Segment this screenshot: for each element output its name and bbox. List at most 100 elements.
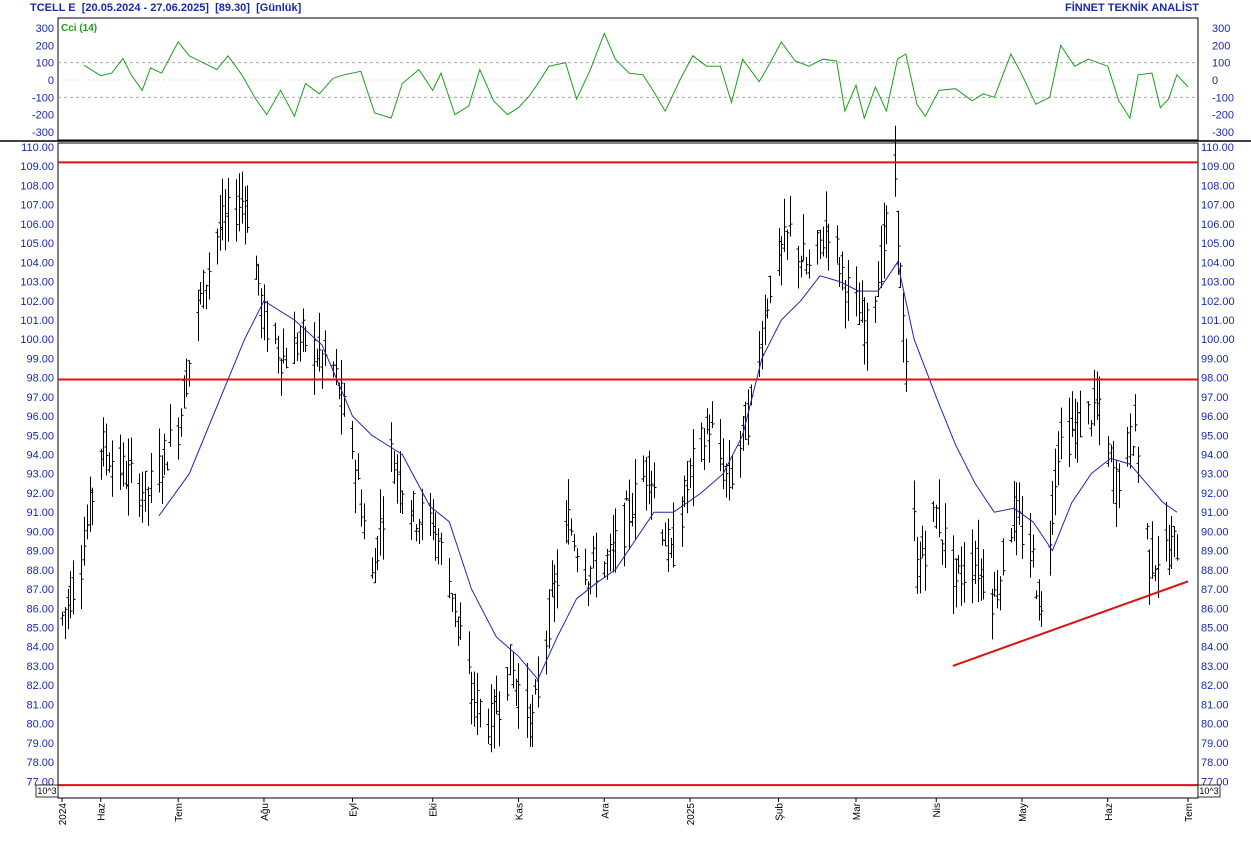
price-tick-label: 102.00: [1201, 296, 1235, 308]
price-tick-label: 87.00: [26, 584, 54, 596]
price-tick-label: 106.00: [1201, 219, 1235, 231]
ohlc-bar: [1001, 538, 1006, 576]
date-axis: 2024 Haz Tem Ağu Eyl Eki Kas Ara 2025 Şub Mar Nis Ma…: [58, 798, 1195, 825]
price-tick-label: 105.00: [20, 238, 54, 250]
price-tick-label: 88.00: [26, 565, 54, 577]
ohlc-bar: [785, 229, 790, 261]
ohlc-bar: [262, 284, 267, 341]
ohlc-bar: [608, 533, 613, 572]
ohlc-bar: [88, 476, 93, 532]
ohlc-bar: [370, 557, 375, 579]
ohlc-bar: [1020, 496, 1025, 559]
price-tick-label: 78.00: [26, 757, 54, 769]
ohlc-bar: [912, 480, 917, 542]
ohlc-bar: [633, 459, 638, 540]
ohlc-bar: [1073, 398, 1078, 459]
support-trendline: [952, 580, 1189, 667]
ohlc-bar: [184, 358, 189, 398]
price-tick-label: 97.00: [1201, 392, 1229, 404]
ohlc-bar: [126, 438, 131, 516]
ohlc-bar: [201, 269, 206, 309]
price-tick-label: 97.00: [26, 392, 54, 404]
date-label: May: [1018, 803, 1029, 822]
ohlc-bar: [320, 349, 325, 389]
price-tick-label: 103.00: [20, 277, 54, 289]
price-tick-label: 107.00: [1201, 200, 1235, 212]
ohlc-bar: [884, 205, 889, 245]
ohlc-bar: [821, 226, 826, 257]
ohlc-bar: [685, 461, 690, 514]
ohlc-bar: [854, 266, 859, 317]
ohlc-bar: [1086, 401, 1091, 425]
last-price: [89.30]: [215, 2, 250, 14]
ohlc-bar: [566, 479, 571, 545]
ohlc-bar: [342, 383, 347, 417]
ohlc-bar: [788, 195, 793, 237]
ohlc-bar: [514, 678, 519, 706]
ohlc-bar: [1075, 402, 1080, 463]
ohlc-bar: [724, 463, 729, 498]
ohlc-bar: [118, 434, 123, 490]
ohlc-bar: [879, 225, 884, 288]
ohlc-bar: [339, 359, 344, 435]
date-label: Ara: [600, 803, 611, 819]
price-tick-label: 99.00: [1201, 353, 1229, 365]
ohlc-bar: [475, 672, 480, 736]
ohlc-bar: [436, 528, 441, 565]
ohlc-bar: [970, 529, 975, 604]
ohlc-bar: [718, 419, 723, 472]
ohlc-bar: [516, 663, 521, 729]
price-tick-label: 80.00: [26, 719, 54, 731]
price-tick-label: 93.00: [26, 469, 54, 481]
price-tick-label: 85.00: [1201, 623, 1229, 635]
ohlc-bar: [431, 499, 436, 541]
ohlc-bar: [121, 442, 126, 487]
ohlc-bar: [901, 292, 906, 363]
ohlc-bar: [492, 689, 497, 749]
ohlc-bar: [392, 450, 397, 484]
ohlc-bar: [699, 422, 704, 463]
ohlc-bar: [99, 448, 104, 480]
price-tick-label: 106.00: [20, 219, 54, 231]
ohlc-bar: [486, 708, 491, 745]
ohlc-bar: [896, 210, 901, 275]
price-tick-label: 105.00: [1201, 238, 1235, 250]
ohlc-bar: [196, 289, 201, 342]
price-tick-label: 96.00: [26, 411, 54, 423]
price-tick-label: 107.00: [20, 200, 54, 212]
ohlc-bar: [1012, 480, 1017, 542]
ohlc-bar: [976, 519, 981, 602]
ohlc-bar: [992, 571, 997, 597]
ohlc-bar: [583, 548, 588, 586]
ohlc-bar: [433, 512, 438, 561]
ohlc-bar: [378, 489, 383, 556]
date-label: Tem: [1184, 803, 1195, 822]
ohlc-bar: [765, 298, 770, 319]
ohlc-bar: [107, 452, 112, 473]
ohlc-bar: [721, 438, 726, 490]
price-tick-label: 86.00: [26, 603, 54, 615]
price-tick-label: 94.00: [1201, 450, 1229, 462]
ohlc-bar: [1106, 436, 1111, 467]
ohlc-bar: [467, 631, 472, 675]
ohlc-bar: [669, 537, 674, 559]
ohlc-bar: [671, 502, 676, 568]
ohlc-bar: [243, 186, 248, 245]
ohlc-bar: [1014, 482, 1019, 556]
ohlc-bar: [478, 698, 483, 728]
ohlc-bar: [862, 297, 867, 365]
ohlc-bar: [381, 496, 386, 560]
price-tick-label: 85.00: [26, 623, 54, 635]
date-label: 2025: [686, 803, 697, 826]
ohlc-bar: [226, 177, 231, 242]
price-tick-label: 101.00: [1201, 315, 1235, 327]
ohlc-bar: [1039, 591, 1044, 627]
ohlc-bar: [796, 245, 801, 289]
date-label: Ağu: [260, 803, 271, 821]
horizontal-levels: [58, 161, 1198, 787]
price-tick-label: 90.00: [1201, 526, 1229, 538]
ohlc-bar: [160, 455, 165, 504]
ohlc-bar: [362, 503, 367, 540]
cci-tick-label: -300: [32, 127, 54, 139]
price-tick-label: 104.00: [20, 257, 54, 269]
